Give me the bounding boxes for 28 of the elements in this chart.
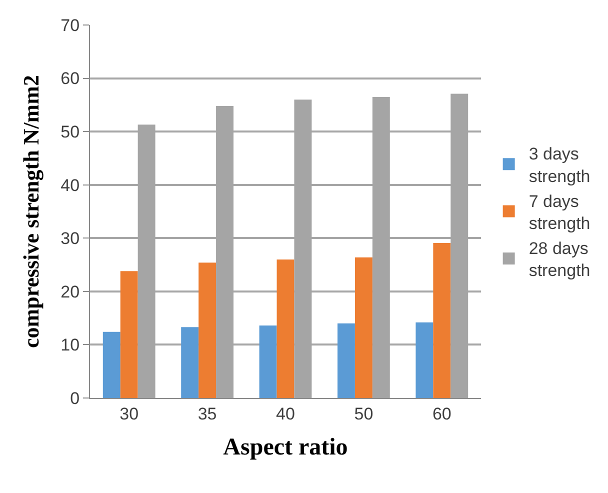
y-tick-label: 10 (60, 336, 80, 355)
bar (276, 259, 294, 398)
x-tick-label: 40 (276, 404, 295, 424)
y-tick-label: 30 (60, 229, 80, 248)
bar (354, 257, 372, 398)
y-tick-label: 70 (60, 16, 80, 35)
bar (102, 332, 120, 398)
legend-label: 7 days strength (528, 192, 590, 233)
y-axis-title: compressive strength N/mm2 (18, 75, 44, 348)
bar (198, 262, 216, 398)
bar (433, 242, 451, 398)
bar (416, 322, 434, 398)
y-tick-label: 20 (60, 282, 80, 302)
x-axis-title: Aspect ratio (223, 434, 348, 461)
y-tick-label: 40 (60, 176, 80, 195)
y-tick-label: 50 (60, 122, 80, 142)
legend-label: 3 days strength (528, 144, 590, 186)
x-tick-label: 50 (354, 404, 374, 424)
y-tick-label: 0 (70, 388, 80, 408)
legend-label: 28 days strength (528, 239, 590, 280)
x-tick-label: 60 (432, 404, 452, 424)
y-tick-label: 60 (60, 69, 80, 88)
bar (338, 323, 355, 398)
x-tick-label: 30 (120, 404, 139, 424)
bar (120, 271, 138, 398)
x-tick-label: 35 (198, 404, 217, 424)
bar (259, 326, 277, 398)
bar (181, 327, 199, 398)
